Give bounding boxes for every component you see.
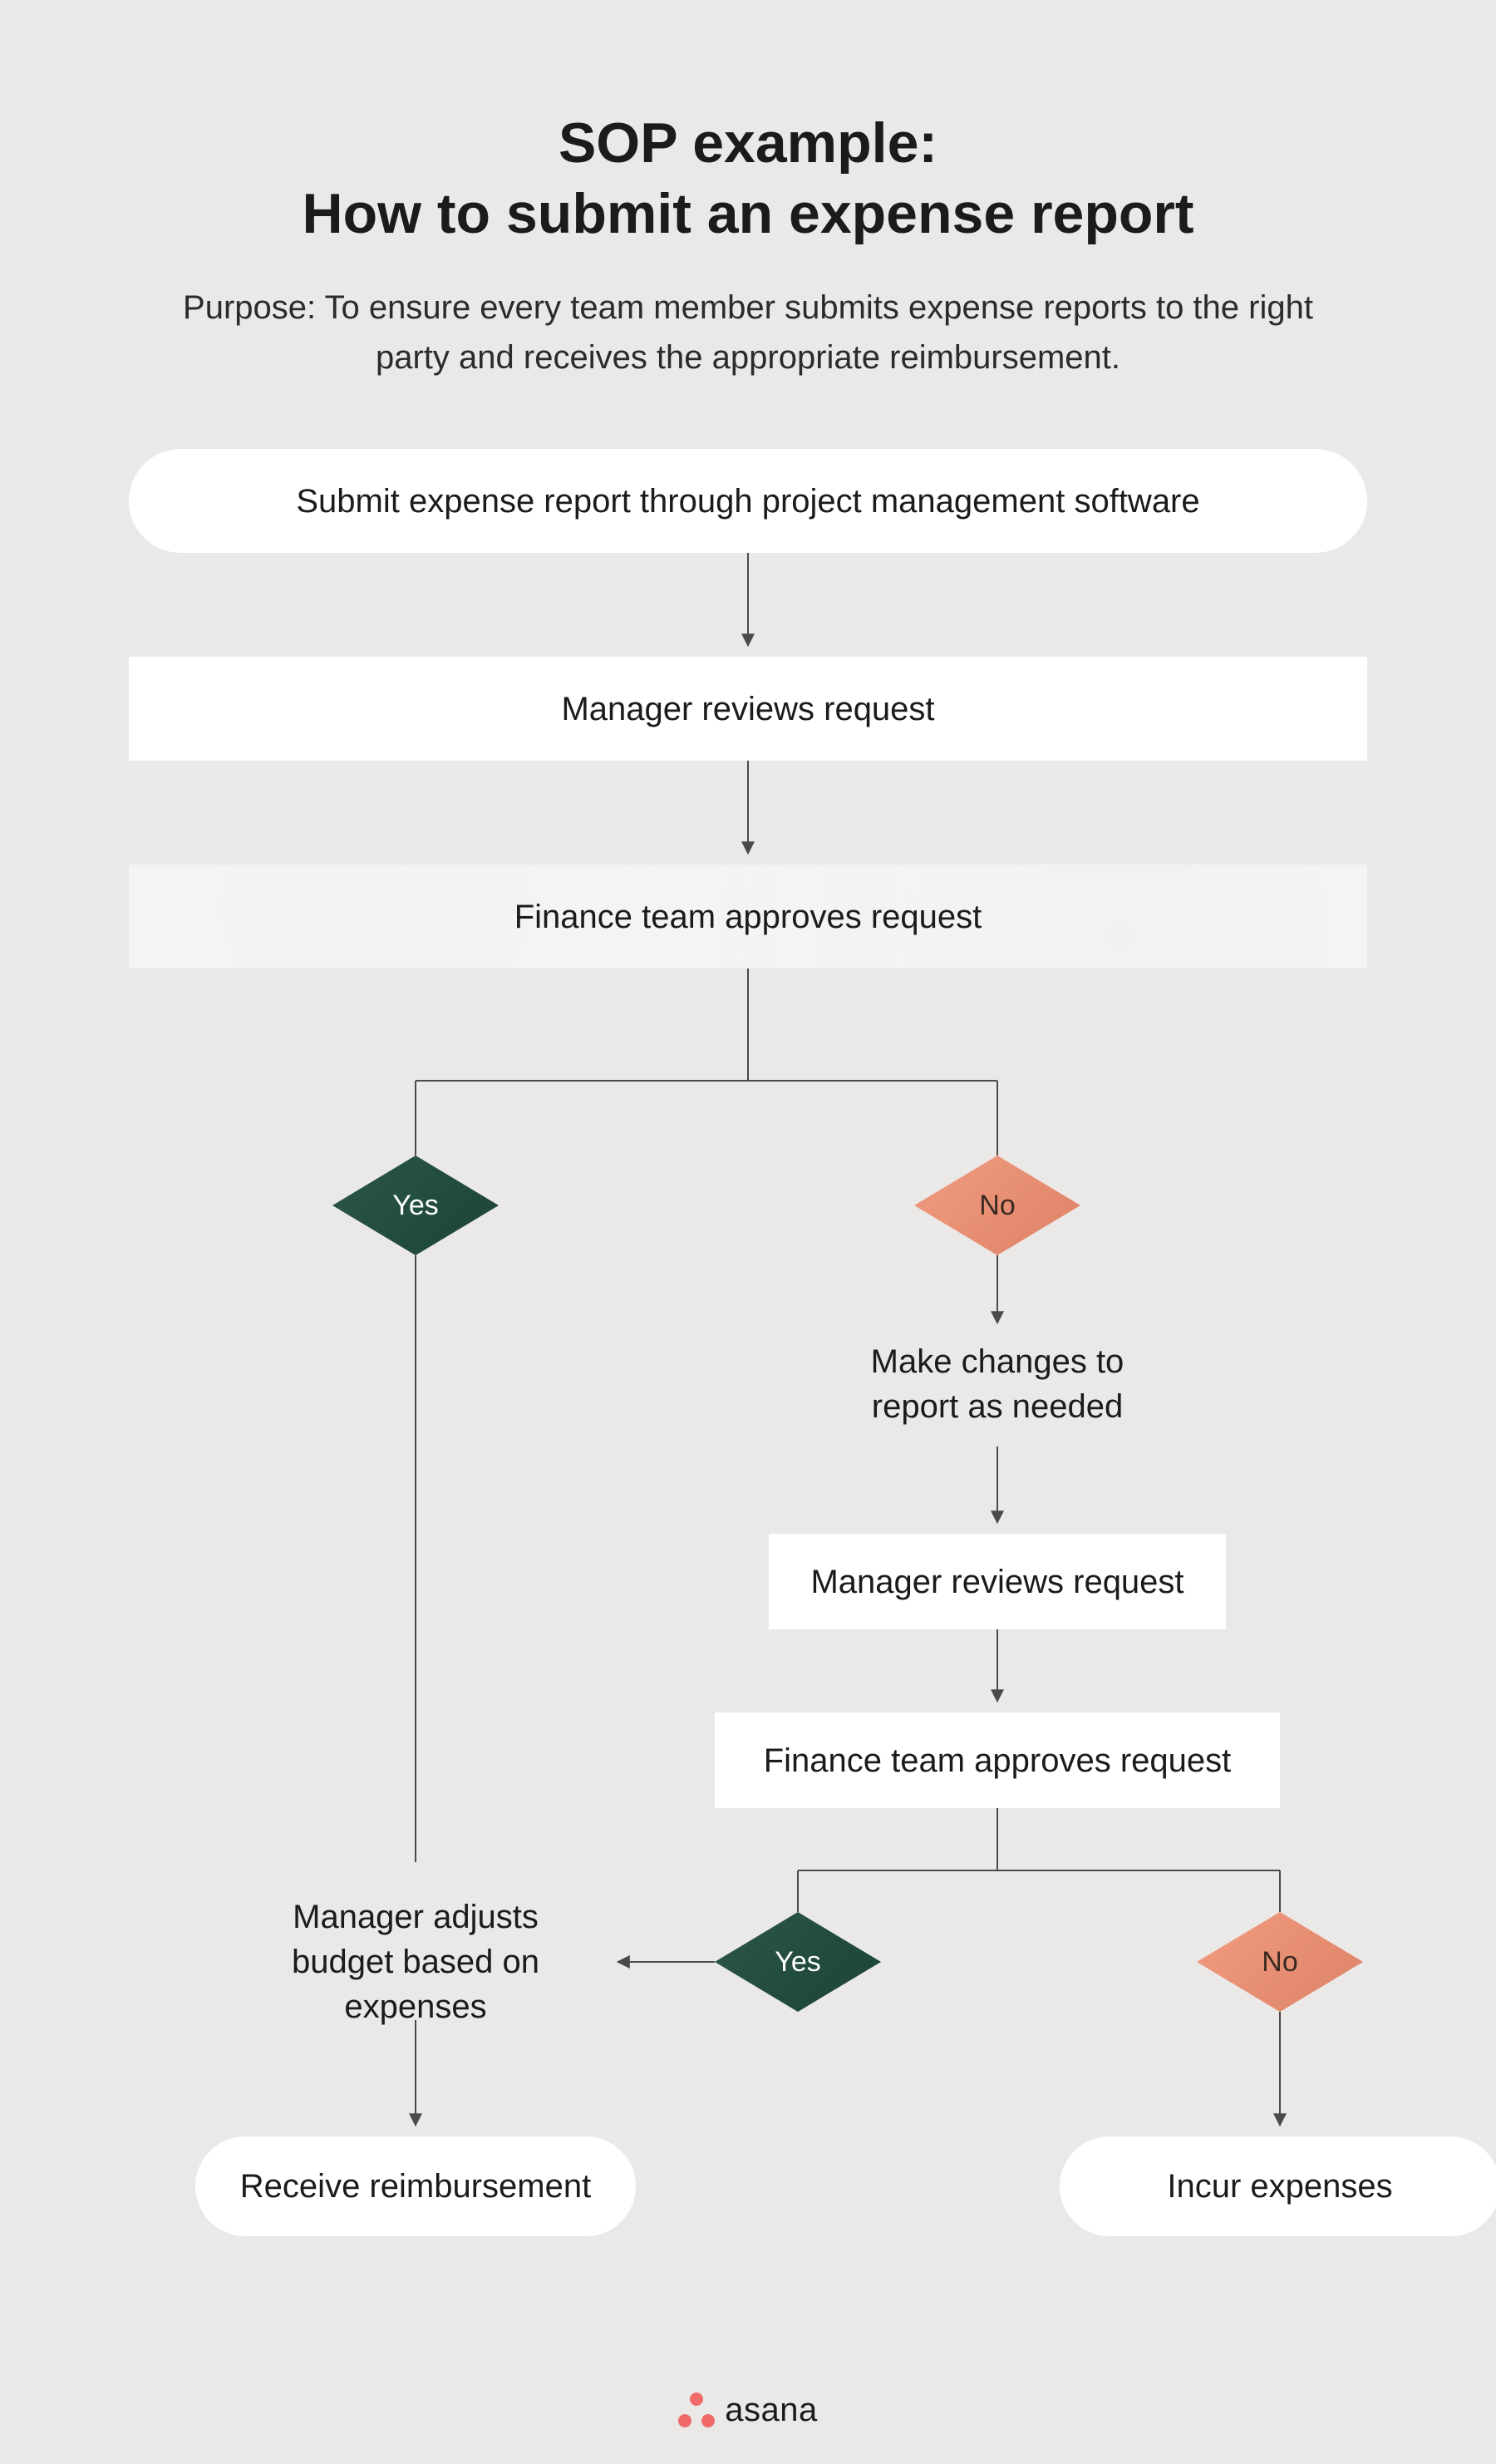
brand-name: asana bbox=[725, 2392, 817, 2429]
decision-no2-label: No bbox=[1262, 1946, 1297, 1979]
asana-icon bbox=[678, 2393, 715, 2429]
decision-no1-label: No bbox=[979, 1190, 1015, 1222]
decision-yes1-label: Yes bbox=[392, 1190, 438, 1222]
node-manager2-label: Manager reviews request bbox=[810, 1560, 1184, 1604]
decision-yes-2: Yes bbox=[715, 1912, 881, 2012]
node-finance-approves-2: Finance team approves request bbox=[715, 1712, 1280, 1808]
node-receive-label: Receive reimbursement bbox=[240, 2164, 591, 2209]
title-line2: How to submit an expense report bbox=[302, 182, 1193, 245]
node-manager1-label: Manager reviews request bbox=[561, 687, 934, 732]
node-incur-expenses: Incur expenses bbox=[1060, 2136, 1496, 2236]
node-adjust-label: Manager adjusts budget based on expenses bbox=[245, 1895, 586, 2029]
node-finance-approves-1: Finance team approves request bbox=[129, 865, 1367, 968]
node-submit: Submit expense report through project ma… bbox=[129, 449, 1367, 553]
node-changes-label: Make changes to report as needed bbox=[856, 1339, 1139, 1429]
node-incur-label: Incur expenses bbox=[1167, 2164, 1392, 2209]
brand-logo: asana bbox=[0, 2392, 1496, 2429]
node-adjust-budget: Manager adjusts budget based on expenses bbox=[220, 1908, 611, 2016]
decision-no-2: No bbox=[1197, 1912, 1363, 2012]
node-submit-label: Submit expense report through project ma… bbox=[296, 479, 1199, 524]
node-finance2-label: Finance team approves request bbox=[764, 1738, 1232, 1783]
title-line1: SOP example: bbox=[559, 111, 937, 175]
flowchart-canvas: SOP example: How to submit an expense re… bbox=[0, 0, 1496, 2464]
decision-yes2-label: Yes bbox=[775, 1946, 820, 1979]
node-manager-review-2: Manager reviews request bbox=[769, 1534, 1226, 1629]
node-make-changes: Make changes to report as needed bbox=[831, 1330, 1164, 1438]
node-manager-review-1: Manager reviews request bbox=[129, 657, 1367, 761]
node-finance1-label: Finance team approves request bbox=[514, 894, 982, 939]
purpose-text: Purpose: To ensure every team member sub… bbox=[166, 283, 1330, 382]
decision-yes-1: Yes bbox=[332, 1156, 499, 1255]
node-receive-reimbursement: Receive reimbursement bbox=[195, 2136, 636, 2236]
page-title: SOP example: How to submit an expense re… bbox=[0, 108, 1496, 249]
decision-no-1: No bbox=[914, 1156, 1080, 1255]
